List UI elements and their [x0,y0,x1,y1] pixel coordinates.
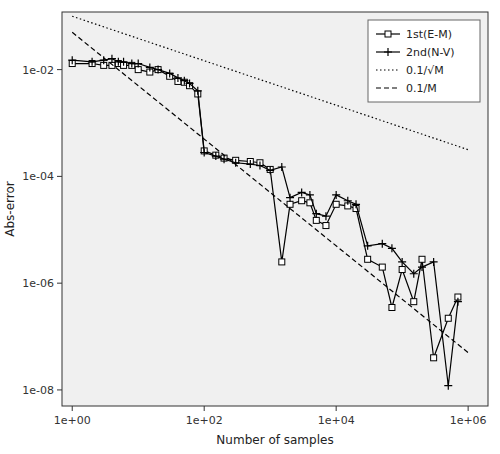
marker-plus [154,66,162,74]
x-tick [204,406,205,411]
marker-plus [134,60,142,68]
x-tick [468,406,469,411]
marker-square [313,217,319,223]
x-tick-label: 1e+06 [450,414,487,427]
y-tick-label: 1e-08 [22,384,54,397]
marker-plus [120,58,128,66]
marker-plus [232,159,240,167]
legend-marker [385,31,391,37]
marker-square [279,259,285,265]
x-tick-label: 1e+02 [186,414,223,427]
marker-plus [454,298,462,306]
marker-plus [398,258,406,266]
marker-plus [344,197,352,205]
legend-swatch [376,87,400,88]
marker-square [155,67,161,73]
marker-plus [410,270,418,278]
marker-plus [352,200,360,208]
marker-square [445,315,451,321]
plot-frame [62,12,488,406]
x-tick-label: 1e+00 [54,414,91,427]
marker-plus [444,382,452,390]
legend-swatch [376,69,400,70]
marker-plus [212,152,220,160]
series-line [72,64,458,358]
marker-square [389,304,395,310]
axes: 1e+00 1e+02 1e+04 1e+06 1e-08 1e-06 1e-04 1e-02 [22,12,488,427]
y-tick [57,176,62,177]
x-tick [72,406,73,411]
marker-plus [306,191,314,199]
chart: 1e+00 1e+02 1e+04 1e+06 1e-08 1e-06 1e-04 1e-02… [0,0,500,454]
marker-plus [166,69,174,77]
marker-plus [364,242,372,250]
y-tick-label: 1e-04 [22,170,54,183]
marker-square [419,256,425,262]
x-tick-label: 1e+04 [318,414,355,427]
marker-plus [298,188,306,196]
legend: 1st(E-M) 2nd(N-V) 0.1/√M 0.1/M [368,20,480,102]
marker-square [299,198,305,204]
marker-plus [194,87,202,95]
legend-box [368,20,480,102]
x-axis-label: Number of samples [216,433,333,447]
legend-label: 1st(E-M) [406,28,452,41]
marker-square [431,355,437,361]
y-tick-label: 1e-06 [22,277,54,290]
y-tick [57,389,62,390]
legend-label: 2nd(N-V) [406,46,455,59]
marker-plus [388,244,396,252]
legend-label: 0.1/M [406,82,437,95]
marker-plus [418,263,426,271]
marker-plus [246,160,254,168]
series-line [72,16,468,149]
marker-plus [146,63,154,71]
data [68,16,468,389]
marker-plus [256,161,264,169]
y-tick [57,69,62,70]
marker-plus [278,163,286,171]
marker-plus [88,58,96,66]
marker-plus [68,56,76,64]
marker-plus [332,191,340,199]
marker-plus [186,79,194,87]
marker-plus [378,240,386,248]
plot-background [62,12,488,406]
marker-square [333,201,339,207]
y-tick-label: 1e-02 [22,64,54,77]
marker-square [399,267,405,273]
marker-plus [312,210,320,218]
marker-square [365,256,371,262]
marker-plus [220,155,228,163]
y-axis-label: Abs-error [3,181,17,237]
series-line [72,59,458,386]
legend-marker [384,48,392,56]
marker-square [411,299,417,305]
marker-plus [286,194,294,202]
legend-label: 0.1/√M [406,64,444,77]
y-tick [57,283,62,284]
marker-plus [430,258,438,266]
marker-plus [200,149,208,157]
marker-plus [322,212,330,220]
marker-square [379,264,385,270]
marker-square [323,223,329,229]
marker-plus [266,166,274,174]
x-tick [336,406,337,411]
marker-square [287,201,293,207]
